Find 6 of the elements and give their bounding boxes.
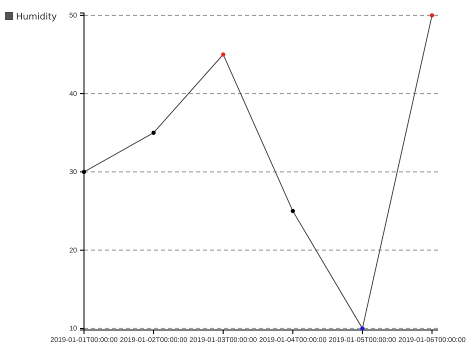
point [151, 130, 156, 135]
point [221, 52, 226, 57]
point [290, 208, 295, 214]
point [360, 326, 365, 331]
point [430, 13, 434, 18]
legend-label: Humidity [16, 12, 58, 22]
